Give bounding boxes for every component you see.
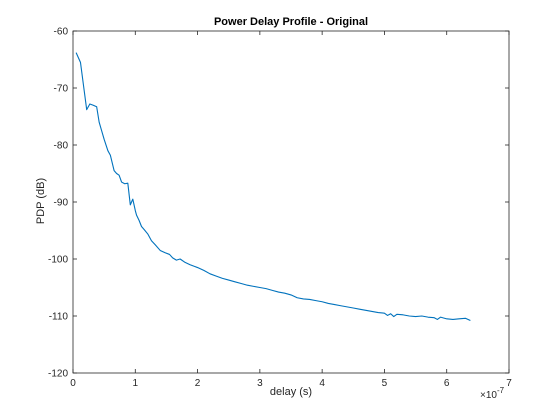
y-tick-label: -70 <box>54 84 69 95</box>
y-tick-label: -110 <box>49 312 69 323</box>
y-tick-label: -80 <box>54 141 69 152</box>
y-axis-label: PDP (dB) <box>35 178 47 224</box>
y-tick-label: -60 <box>54 27 69 38</box>
y-tick-label: -90 <box>54 198 69 209</box>
x-tick-label: 4 <box>319 378 325 389</box>
axis-ticks: 0 1 2 3 4 5 6 7 -60 -70 -80 -90 -100 -110 -120 <box>48 27 512 390</box>
x-tick-label: 3 <box>257 378 263 389</box>
series-group <box>75 52 471 322</box>
x-tick-label: 2 <box>195 378 201 389</box>
x-exponent-power: -7 <box>497 386 505 395</box>
x-tick-label: 1 <box>133 378 139 389</box>
x-tick-label: 5 <box>382 378 388 389</box>
x-tick-label: 6 <box>444 378 450 389</box>
y-tick-label: -120 <box>48 369 68 380</box>
x-axis-label: delay (s) <box>270 386 312 398</box>
x-tick-label: 7 <box>506 378 512 389</box>
x-axis-exponent: ×10-7 <box>480 386 505 401</box>
y-tick-label: -100 <box>48 255 68 266</box>
chart-title: Power Delay Profile - Original <box>214 16 368 28</box>
x-exponent-base: ×10 <box>480 390 497 401</box>
plot-area <box>72 30 510 374</box>
x-tick-label: 0 <box>70 378 76 389</box>
series-line <box>75 52 471 322</box>
